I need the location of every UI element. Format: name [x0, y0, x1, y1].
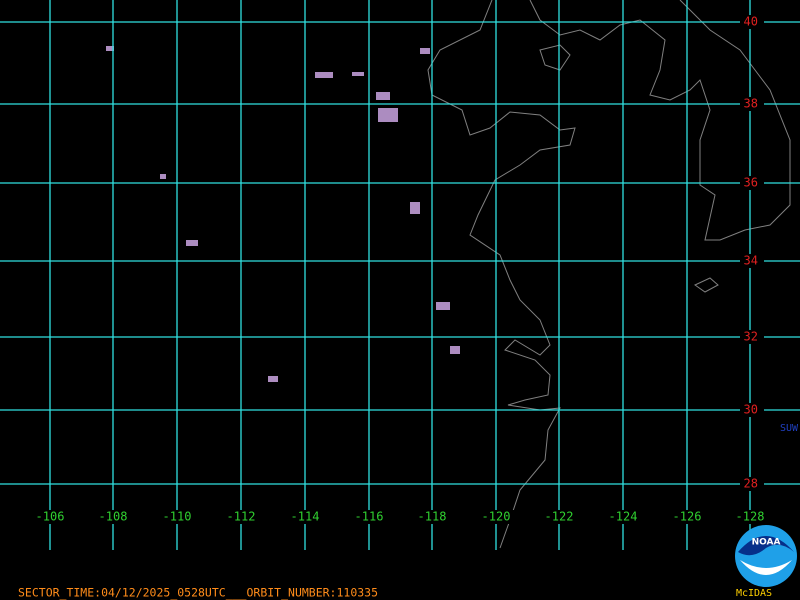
- label-bg: [740, 403, 764, 417]
- label-bg: [732, 510, 768, 524]
- label-bg: [740, 254, 764, 268]
- label-bg: [669, 510, 705, 524]
- longitude-label: -128: [736, 510, 765, 524]
- label-bg: [740, 176, 764, 190]
- graticule: [0, 0, 800, 550]
- longitude-label: -124: [609, 510, 638, 524]
- label-bg: [478, 510, 514, 524]
- label-bg: [95, 510, 131, 524]
- label-bg: [740, 330, 764, 344]
- latitude-label: 30: [744, 403, 758, 417]
- latitude-label: 36: [744, 176, 758, 190]
- latitude-label: 40: [744, 15, 758, 29]
- logo-caption: McIDAS: [736, 588, 772, 599]
- label-bg: [287, 510, 323, 524]
- longitude-label: -108: [99, 510, 128, 524]
- latitude-label: 34: [744, 254, 758, 268]
- latitude-label: 38: [744, 97, 758, 111]
- footer-text: SECTOR_TIME:04/12/2025_0528UTC___ORBIT_N…: [18, 586, 378, 600]
- longitude-label: -112: [227, 510, 256, 524]
- label-bg: [541, 510, 577, 524]
- label-bg: [740, 15, 764, 29]
- graticule-labels: 40 38 36 34 32 30 28 -106 -108 -110 -112 -114 -116 -1…: [32, 15, 768, 524]
- longitude-label: -118: [418, 510, 447, 524]
- longitude-label: -126: [673, 510, 702, 524]
- label-bg: [159, 510, 195, 524]
- latitude-label: 32: [744, 330, 758, 344]
- latitude-label: 28: [744, 477, 758, 491]
- longitude-label: -120: [482, 510, 511, 524]
- label-bg: [605, 510, 641, 524]
- longitude-label: -114: [291, 510, 320, 524]
- label-bg: [414, 510, 450, 524]
- label-bg: [223, 510, 259, 524]
- logo-text: NOAA: [752, 538, 781, 548]
- station-label: SUW: [780, 423, 799, 434]
- label-bg: [32, 510, 68, 524]
- label-bg: [740, 477, 764, 491]
- coastlines: [427, 0, 791, 549]
- clouds: [106, 46, 460, 382]
- label-bg: [351, 510, 387, 524]
- longitude-label: -106: [36, 510, 65, 524]
- longitude-label: -110: [163, 510, 192, 524]
- longitude-label: -122: [545, 510, 574, 524]
- logo: NOAA McIDAS: [735, 525, 797, 599]
- longitude-label: -116: [355, 510, 384, 524]
- label-bg: [740, 97, 764, 111]
